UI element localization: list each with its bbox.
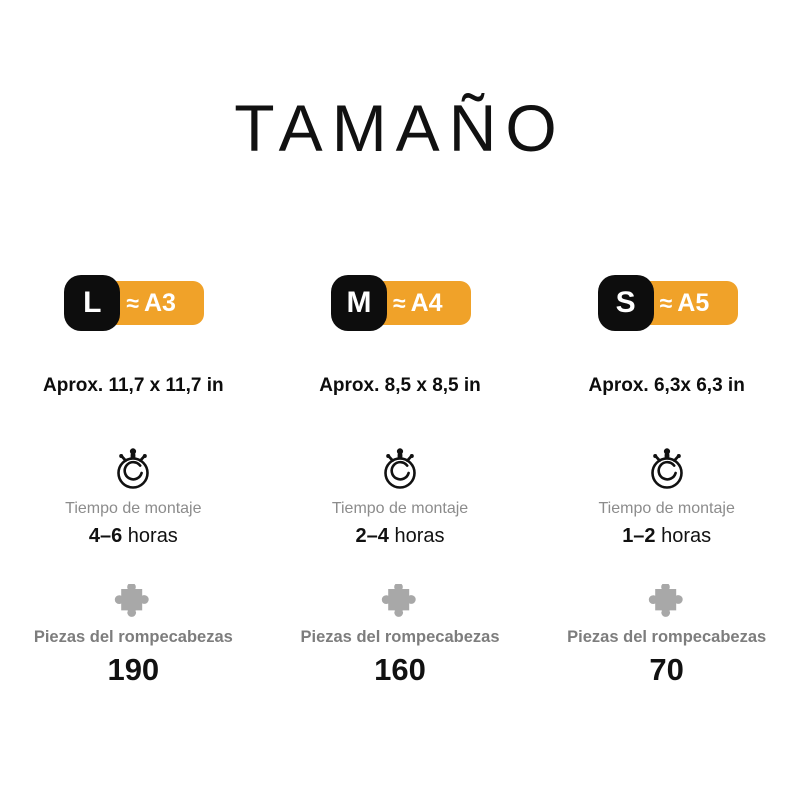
puzzle-pieces-label: Piezas del rompecabezas	[33, 628, 233, 646]
badge-size-letter: L	[83, 286, 102, 319]
size-option-column-s: ≈ A5 S Aprox. 6,3x 6,3 in Tiempo de mont…	[533, 275, 800, 687]
badge-letter-chip: S	[597, 275, 654, 331]
dimension-text: Aprox. 8,5 x 8,5 in	[319, 375, 481, 396]
badge-paper-format-label: A3	[143, 288, 176, 317]
assembly-time-unit: horas	[127, 525, 178, 547]
approximately-equal-icon: ≈	[393, 289, 406, 316]
stopwatch-icon	[650, 448, 683, 489]
puzzle-pieces-count: 70	[649, 652, 684, 687]
assembly-time-range: 1–2	[622, 525, 656, 547]
badge-letter-chip: M	[331, 275, 387, 331]
size-badge-s: ≈ A5 S	[597, 275, 738, 331]
assembly-time-value: 2–4 horas	[356, 525, 445, 548]
size-option-column-m: ≈ A4 M Aprox. 8,5 x 8,5 in Tiempo de mon…	[267, 275, 534, 687]
size-option-column-l: ≈ A3 L Aprox. 11,7 x 11,7 in Tiempo de m…	[0, 275, 267, 687]
puzzle-piece-icon	[381, 584, 416, 617]
assembly-time-block: Tiempo de montaje 1–2 horas	[598, 445, 735, 548]
assembly-time-unit: horas	[394, 525, 445, 547]
assembly-time-value: 4–6 horas	[89, 525, 178, 548]
puzzle-pieces-block: Piezas del rompecabezas 70	[567, 584, 766, 687]
badge-paper-format: ≈ A5	[660, 275, 710, 331]
puzzle-pieces-block: Piezas del rompecabezas 160	[300, 584, 500, 687]
size-badge-l: ≈ A3 L	[64, 275, 205, 331]
assembly-time-label: Tiempo de montaje	[331, 500, 469, 517]
badge-paper-format: ≈ A4	[393, 275, 443, 331]
assembly-time-block: Tiempo de montaje 4–6 horas	[65, 445, 202, 548]
dimension-text: Aprox. 11,7 x 11,7 in	[43, 375, 224, 396]
assembly-time-range: 2–4	[355, 525, 389, 547]
dimension-text: Aprox. 6,3x 6,3 in	[588, 375, 745, 396]
size-options-row: ≈ A3 L Aprox. 11,7 x 11,7 in Tiempo de m…	[0, 275, 800, 687]
stopwatch-icon	[384, 448, 416, 489]
assembly-time-block: Tiempo de montaje 2–4 horas	[332, 445, 468, 548]
badge-size-letter: S	[615, 286, 636, 319]
puzzle-pieces-label: Piezas del rompecabezas	[567, 628, 767, 646]
badge-letter-chip: L	[64, 275, 121, 331]
assembly-time-value: 1–2 horas	[622, 525, 711, 548]
assembly-time-unit: horas	[661, 525, 712, 547]
assembly-time-range: 4–6	[88, 525, 123, 547]
puzzle-pieces-block: Piezas del rompecabezas 190	[34, 584, 233, 687]
approximately-equal-icon: ≈	[659, 289, 673, 316]
badge-paper-format: ≈ A3	[126, 275, 176, 331]
approximately-equal-icon: ≈	[126, 289, 139, 316]
size-badge-m: ≈ A4 M	[331, 275, 471, 331]
badge-paper-format-label: A4	[410, 288, 443, 317]
puzzle-piece-icon	[648, 584, 683, 617]
assembly-time-label: Tiempo de montaje	[65, 500, 202, 517]
assembly-time-label: Tiempo de montaje	[598, 500, 735, 517]
stopwatch-icon	[117, 448, 150, 489]
puzzle-pieces-count: 160	[374, 652, 426, 687]
badge-size-letter: M	[346, 286, 372, 319]
puzzle-pieces-label: Piezas del rompecabezas	[300, 628, 500, 646]
badge-paper-format-label: A5	[677, 288, 710, 317]
puzzle-pieces-count: 190	[107, 652, 160, 687]
puzzle-piece-icon	[115, 584, 150, 617]
page-title: TAMAÑO	[234, 91, 566, 165]
